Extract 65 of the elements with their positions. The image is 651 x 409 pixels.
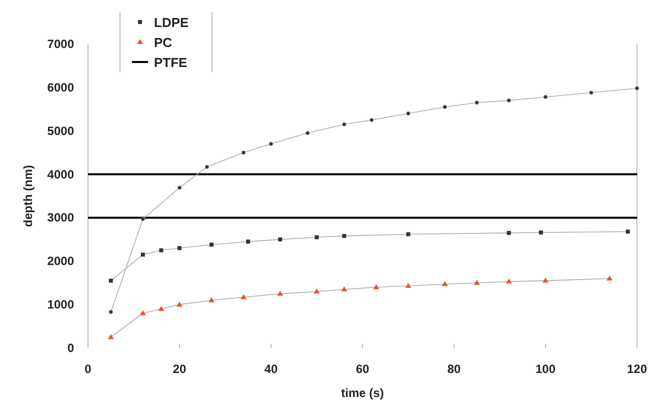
point — [240, 294, 247, 300]
point — [342, 234, 346, 238]
x-tick-label: 80 — [447, 362, 461, 376]
point — [159, 248, 164, 252]
point — [278, 237, 282, 242]
point — [373, 284, 380, 290]
point — [506, 98, 511, 103]
point — [405, 282, 412, 288]
point — [442, 104, 447, 110]
point — [589, 90, 594, 95]
point — [406, 232, 410, 236]
y-axis-title: depth (nm) — [21, 165, 35, 227]
point — [474, 100, 479, 105]
y-tick-label: 0 — [67, 341, 74, 355]
point — [177, 186, 182, 190]
point — [204, 164, 209, 169]
x-tick-label: 120 — [626, 362, 648, 376]
point — [242, 150, 246, 155]
point — [108, 278, 113, 283]
y-tick-label: 6000 — [47, 80, 74, 94]
point — [178, 246, 182, 250]
point — [210, 242, 214, 247]
point — [246, 240, 250, 244]
y-tick-label: 4000 — [47, 167, 74, 182]
x-tick-label: 0 — [84, 362, 92, 376]
point — [474, 280, 480, 285]
legend-label: PC — [154, 35, 173, 50]
point — [506, 230, 511, 235]
point — [341, 286, 348, 292]
x-tick-label: 100 — [535, 362, 556, 376]
y-tick-label: 7000 — [47, 37, 74, 51]
point — [634, 86, 640, 90]
y-tick-label: 1000 — [47, 298, 74, 312]
point — [176, 302, 182, 307]
point — [342, 122, 346, 126]
x-axis-title: time (s) — [341, 386, 384, 400]
point — [108, 334, 114, 340]
point — [542, 278, 548, 283]
point — [140, 252, 145, 257]
y-tick-label: 3000 — [47, 210, 74, 225]
point — [370, 118, 374, 122]
point — [277, 290, 284, 296]
x-tick-label: 40 — [264, 362, 278, 376]
point — [140, 310, 146, 316]
point — [538, 230, 543, 234]
y-tick-label: 2000 — [47, 254, 74, 268]
point — [442, 281, 448, 286]
point — [314, 288, 320, 294]
y-tick-label: 5000 — [47, 124, 74, 138]
x-tick-label: 60 — [356, 362, 370, 376]
point — [314, 235, 319, 240]
point — [140, 216, 145, 222]
x-tick-label: 20 — [172, 362, 186, 376]
legend-label: LDPE — [154, 15, 189, 30]
point — [268, 142, 274, 146]
point — [506, 278, 512, 284]
point — [626, 230, 630, 234]
point — [543, 94, 548, 100]
point — [606, 276, 613, 281]
point — [406, 111, 410, 116]
point — [108, 310, 113, 314]
point — [158, 306, 164, 311]
point — [208, 297, 215, 302]
legend-label: PTFE — [154, 55, 188, 70]
point — [306, 130, 310, 136]
